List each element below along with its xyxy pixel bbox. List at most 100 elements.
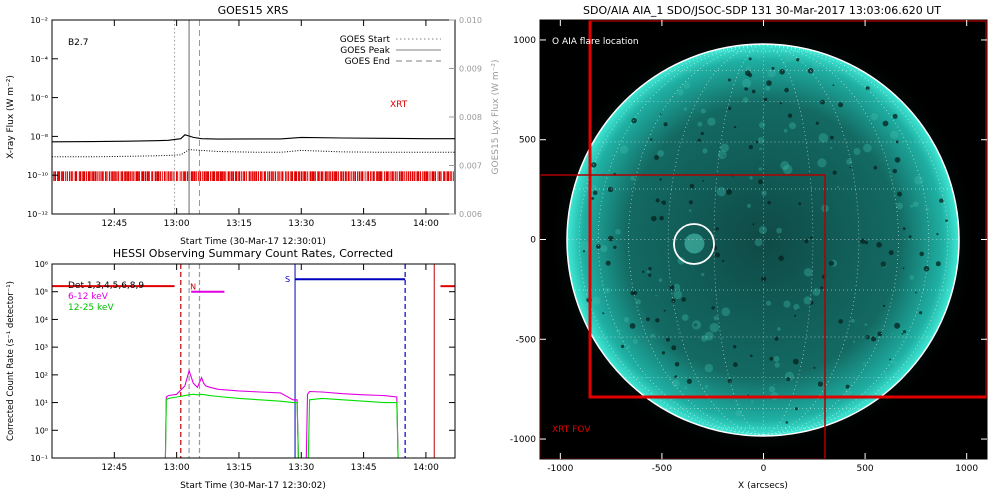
bright-patch bbox=[812, 59, 822, 69]
flare-location-circle bbox=[673, 223, 715, 265]
dark-patch bbox=[608, 235, 614, 242]
bright-patch bbox=[697, 121, 703, 127]
dark-patch bbox=[815, 121, 819, 125]
hessi-y-tick-label: 10⁵ bbox=[35, 288, 48, 297]
bright-patch bbox=[646, 270, 650, 273]
dark-patch bbox=[591, 197, 595, 200]
dark-patch bbox=[607, 186, 614, 193]
bright-patch bbox=[658, 278, 663, 282]
bright-patch bbox=[803, 296, 812, 305]
aia-axes: -1000 -500 0 500 1000 -1000 -500 0 500 1000 bbox=[510, 20, 987, 474]
bright-patch bbox=[681, 314, 689, 321]
bright-patch bbox=[650, 333, 655, 338]
dark-patch bbox=[655, 198, 660, 203]
dark-patch bbox=[889, 358, 891, 361]
dark-patch bbox=[915, 291, 917, 294]
bright-patch bbox=[616, 329, 621, 334]
bright-patch bbox=[777, 327, 781, 331]
legend-goes-end: GOES End bbox=[345, 57, 390, 67]
dark-patch bbox=[733, 362, 738, 368]
bright-patch bbox=[853, 340, 856, 344]
bright-patch bbox=[657, 150, 664, 157]
dark-patch bbox=[758, 179, 763, 185]
dark-patch bbox=[894, 322, 901, 329]
bright-patch bbox=[688, 209, 692, 212]
dark-patch bbox=[895, 140, 899, 144]
hessi-6-12kev-line bbox=[164, 368, 299, 458]
dark-patch bbox=[771, 66, 775, 70]
dark-patch bbox=[661, 351, 666, 355]
dark-patch bbox=[728, 106, 732, 110]
bright-patch bbox=[910, 204, 914, 208]
heliographic-grid bbox=[568, 44, 959, 435]
bright-patch bbox=[742, 97, 749, 103]
bright-patch bbox=[619, 145, 629, 154]
goes-x-tick-label: 13:15 bbox=[226, 219, 252, 229]
aia-x-tick-label: 500 bbox=[856, 464, 873, 474]
bright-patch bbox=[632, 339, 638, 344]
hessi-legend: Det 1,3,4,5,6,8,9 6-12 keV 12-25 keV bbox=[68, 281, 144, 313]
dark-patch bbox=[813, 366, 816, 369]
dark-patch bbox=[779, 69, 785, 75]
hessi-y-tick-label: 10⁻¹ bbox=[30, 454, 48, 463]
dark-patch bbox=[865, 86, 870, 91]
bright-patch bbox=[751, 400, 754, 403]
dark-patch bbox=[894, 157, 901, 163]
goes-x-tick-label: 13:45 bbox=[351, 219, 377, 229]
dark-patch bbox=[686, 378, 693, 384]
bright-patch bbox=[891, 332, 894, 335]
aia-x-tick-label: -500 bbox=[652, 464, 673, 474]
xrt-fov-small bbox=[540, 174, 826, 459]
dark-patch bbox=[845, 384, 850, 389]
bright-patch bbox=[759, 121, 766, 129]
bright-patch bbox=[761, 117, 764, 120]
goes-y2-tick-label: 0.006 bbox=[459, 210, 482, 219]
bright-patch bbox=[844, 389, 852, 396]
bright-patch bbox=[830, 146, 833, 150]
goes-y2-tick-label: 0.009 bbox=[459, 65, 482, 74]
bright-patch bbox=[684, 386, 688, 390]
bright-patch bbox=[600, 245, 608, 253]
bright-patch bbox=[673, 283, 681, 291]
dark-patch bbox=[666, 337, 670, 342]
dark-patch bbox=[748, 73, 753, 78]
goes-title: GOES15 XRS bbox=[218, 4, 289, 17]
bright-patch bbox=[700, 108, 706, 114]
dark-patch bbox=[733, 125, 737, 129]
bright-patch bbox=[610, 154, 613, 157]
bright-patch bbox=[704, 331, 714, 341]
dark-patch bbox=[817, 381, 824, 387]
goes-xlabel: Start Time (30-Mar-17 12:30:01) bbox=[180, 237, 326, 247]
legend-6-12kev: 6-12 keV bbox=[68, 292, 109, 302]
dark-patch bbox=[838, 319, 843, 324]
dark-patch bbox=[935, 261, 941, 267]
hessi-y-tick-label: 10² bbox=[35, 371, 48, 380]
dark-patch bbox=[796, 58, 800, 62]
bright-patch bbox=[735, 410, 742, 417]
dark-patch bbox=[661, 200, 667, 205]
dark-patch bbox=[651, 215, 657, 222]
bright-patch bbox=[683, 107, 688, 111]
aia-title: SDO/AIA AIA_1 SDO/JSOC-SDP 131 30-Mar-20… bbox=[583, 4, 941, 17]
dark-patch bbox=[897, 191, 902, 197]
longitude-line bbox=[628, 44, 764, 435]
dark-patch bbox=[582, 249, 586, 253]
goes-y-tick-label: 10⁻⁶ bbox=[30, 94, 48, 103]
hessi-6-12kev-line bbox=[305, 390, 399, 458]
bright-patch bbox=[817, 158, 827, 168]
bright-patch bbox=[615, 229, 621, 235]
goes-y2-tick-label: 0.007 bbox=[459, 162, 482, 171]
bright-patch bbox=[765, 85, 771, 91]
dark-patch bbox=[828, 260, 835, 266]
dark-patch bbox=[752, 223, 755, 226]
dark-patch bbox=[810, 236, 813, 239]
dark-patch bbox=[784, 87, 789, 93]
hessi-x-tick-label: 14:00 bbox=[413, 463, 439, 473]
hessi-12-25kev-line bbox=[164, 393, 299, 458]
dark-patch bbox=[820, 99, 825, 105]
aia-y-tick-label: -1000 bbox=[510, 435, 536, 445]
dark-patch bbox=[661, 201, 663, 204]
bright-patch bbox=[776, 227, 782, 234]
bright-patch bbox=[623, 317, 630, 323]
goes-y2label: GOES15 Lyx Flux (W m⁻²) bbox=[491, 60, 501, 175]
